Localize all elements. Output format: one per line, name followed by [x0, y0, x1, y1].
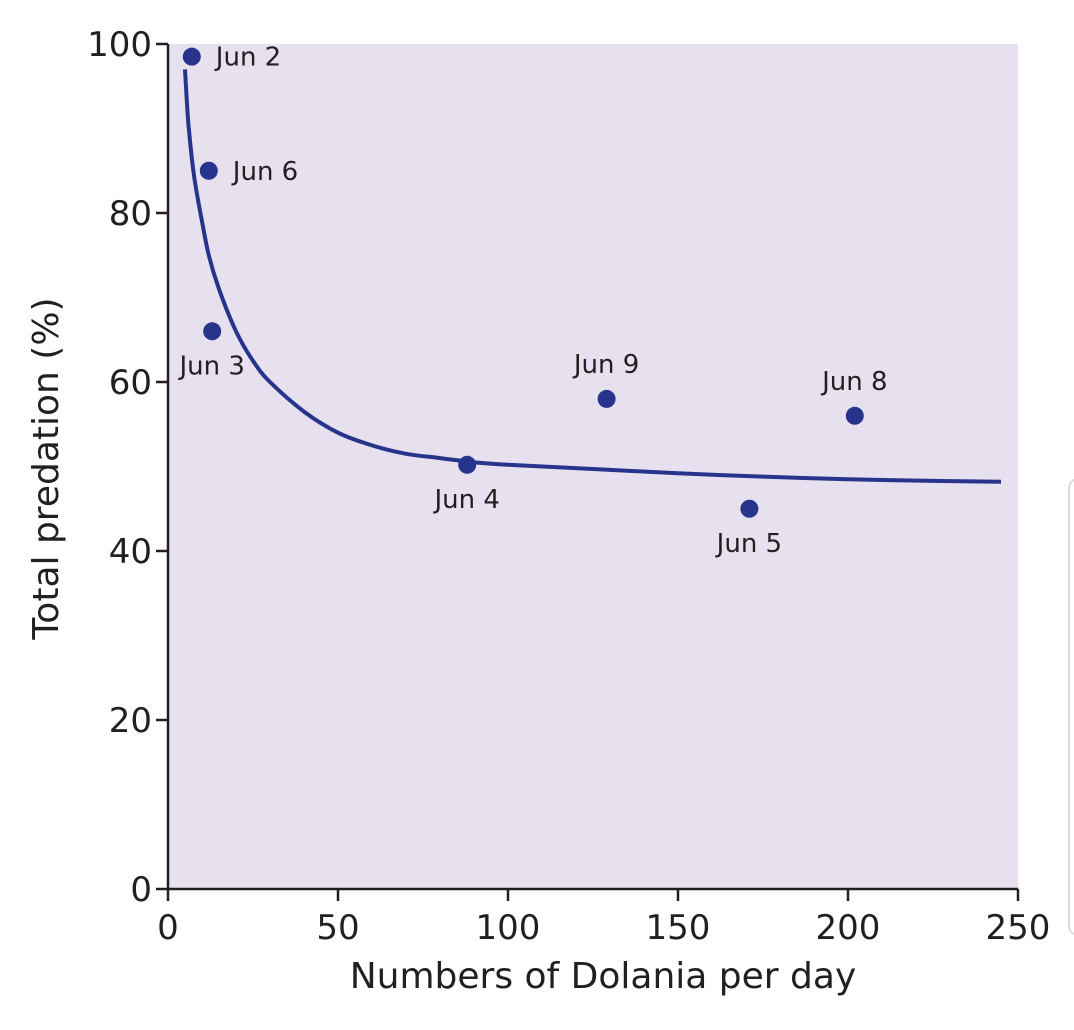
adjacent-panel-edge	[1068, 478, 1074, 936]
y-axis-ticks: 0 20 40 60 80 100	[87, 25, 168, 910]
data-point	[458, 455, 477, 474]
x-tick-label: 100	[476, 908, 541, 948]
x-tick-label: 50	[316, 908, 359, 948]
data-label: Jun 6	[231, 157, 298, 187]
data-label: Jun 5	[715, 529, 782, 559]
x-tick-label: 250	[986, 908, 1051, 948]
data-point	[203, 322, 222, 341]
data-label: Jun 3	[177, 351, 244, 381]
data-point	[845, 406, 864, 425]
data-points: Jun 2 Jun 6 Jun 3 Jun 4 Jun 9 Jun 5 Jun 8	[177, 43, 887, 559]
y-axis-title: Total predation (%)	[26, 297, 67, 640]
y-tick-label: 100	[87, 25, 152, 65]
y-tick-label: 60	[109, 363, 152, 403]
y-tick-label: 20	[109, 701, 152, 741]
data-point	[199, 161, 218, 180]
data-point	[597, 389, 616, 408]
x-tick-label: 0	[157, 908, 179, 948]
plot-area-background	[168, 44, 1018, 889]
data-label: Jun 4	[432, 485, 499, 515]
data-label: Jun 2	[214, 43, 281, 73]
data-label: Jun 8	[820, 367, 887, 397]
y-tick-label: 40	[109, 532, 152, 572]
x-axis-title: Numbers of Dolania per day	[350, 956, 857, 997]
x-axis-ticks: 0 50 100 150 200 250	[157, 889, 1050, 948]
x-tick-label: 200	[816, 908, 881, 948]
y-tick-label: 0	[130, 870, 152, 910]
y-tick-label: 80	[109, 194, 152, 234]
axes	[166, 44, 1018, 891]
x-tick-label: 150	[646, 908, 711, 948]
data-point	[182, 47, 201, 66]
data-label: Jun 9	[572, 350, 639, 380]
fitted-curve	[183, 69, 1002, 484]
data-point	[740, 499, 759, 518]
